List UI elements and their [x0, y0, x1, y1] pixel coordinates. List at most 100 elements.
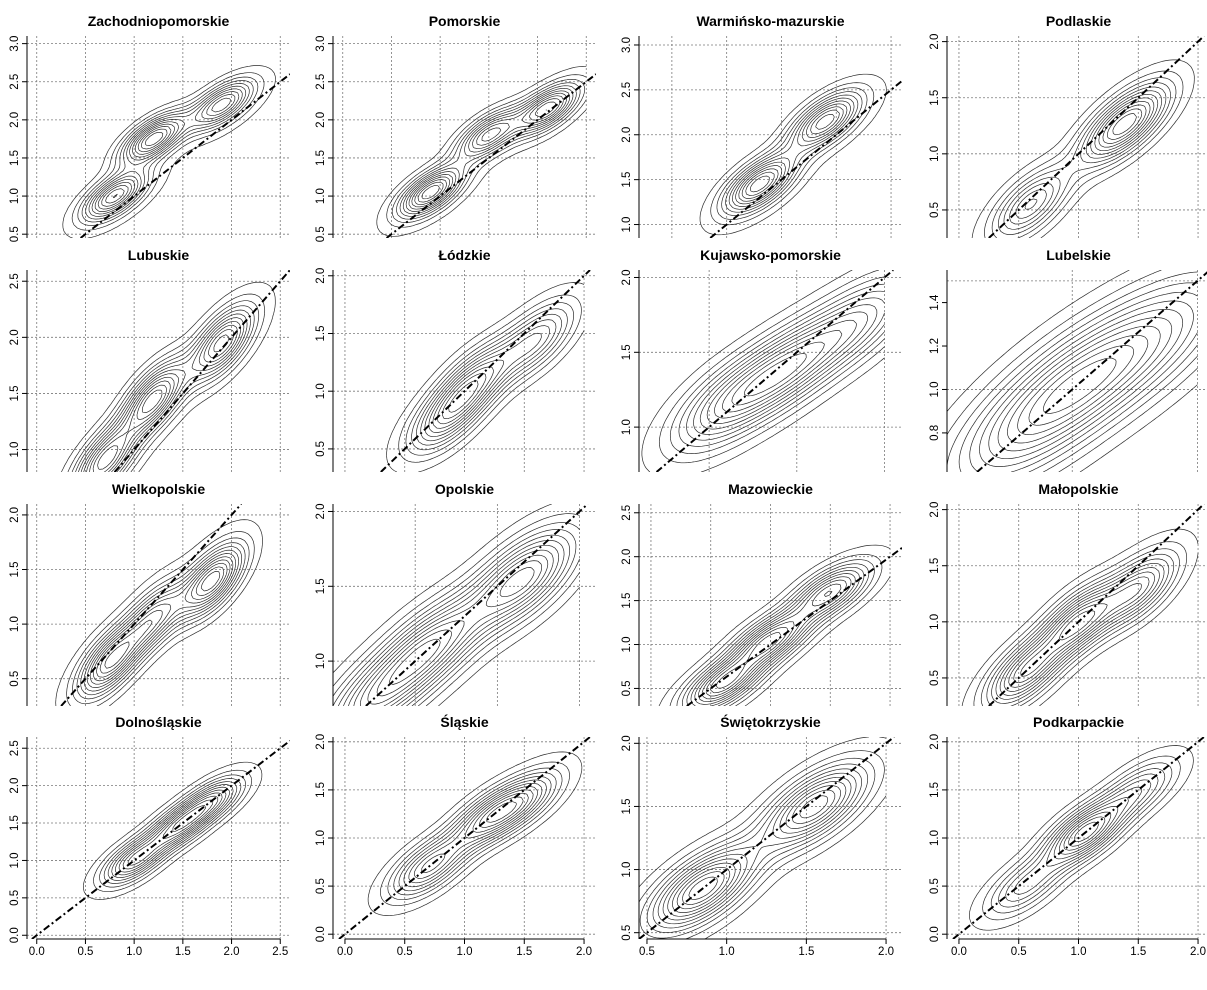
- y-tick-label: 1.5: [315, 782, 327, 798]
- x-tick-label: 2.5: [272, 946, 288, 958]
- reference-diagonal: [60, 504, 243, 706]
- y-tick-label: 0.0: [315, 926, 327, 942]
- panel-title: Małopolskie: [1038, 481, 1118, 497]
- y-tick-label: 1.4: [929, 294, 941, 311]
- x-tick-label: 0.5: [639, 946, 655, 958]
- y-tick-label: 1.0: [929, 381, 941, 397]
- x-tick-label: 2.0: [576, 946, 592, 958]
- y-tick-label: 0.5: [315, 441, 327, 457]
- density-contour-lines: [658, 544, 891, 706]
- y-tick-label: 2.5: [9, 74, 21, 90]
- y-tick-label: 1.0: [9, 852, 21, 868]
- panel-zachodniopomorskie: Zachodniopomorskie 0.5 1.0 1.5 2.0 2.5 3.0: [9, 13, 290, 242]
- reference-diagonal: [709, 80, 902, 238]
- x-tick-label: 1.0: [1071, 946, 1087, 958]
- reference-diagonal: [365, 504, 589, 706]
- panel-podlaskie: Podlaskie 0.5 1.0 1.5 2.0: [929, 13, 1207, 238]
- y-tick-label: 1.5: [621, 798, 633, 814]
- reference-diagonal: [79, 73, 290, 238]
- y-tick-label: 2.0: [929, 34, 941, 50]
- y-tick-label: 1.0: [929, 830, 941, 846]
- reference-diagonal: [686, 547, 902, 706]
- y-tick-label: 3.0: [621, 37, 633, 53]
- y-tick-label: 1.5: [315, 150, 327, 166]
- panel-title: Łódzkie: [438, 247, 490, 263]
- y-tick-label: 0.5: [315, 878, 327, 894]
- y-tick-label: 2.0: [9, 329, 21, 345]
- panel-wielkopolskie: Wielkopolskie 0.5 1.0 1.5 2.0: [9, 481, 290, 706]
- y-tick-label: 2.0: [621, 549, 633, 565]
- panel-title: Śląskie: [440, 713, 488, 730]
- y-tick-label: 2.0: [929, 734, 941, 750]
- x-tick-label: 0.5: [397, 946, 413, 958]
- y-tick-label: 1.5: [9, 385, 21, 401]
- y-tick-label: 0.8: [929, 425, 941, 441]
- panel-lubuskie: Lubuskie 1.0 1.5 2.0 2.5: [9, 247, 290, 472]
- y-tick-label: 1.0: [9, 442, 21, 458]
- panel-łódzkie: Łódzkie 0.5 1.0 1.5 2.0: [315, 247, 596, 472]
- y-tick-label: 1.0: [621, 419, 633, 435]
- plot-area: [947, 270, 1207, 472]
- y-tick-label: 1.5: [929, 558, 941, 574]
- panel-małopolskie: Małopolskie 0.5 1.0 1.5 2.0: [929, 481, 1207, 706]
- panel-śląskie: Śląskie 0.0 0.5 1.0 1.5 2.0 0.0 0.5 1.0 1.5 2.0: [315, 713, 596, 958]
- y-tick-label: 2.0: [9, 507, 21, 523]
- y-tick-label: 0.5: [315, 226, 327, 242]
- panel-świętokrzyskie: Świętokrzyskie 0.5 1.0 1.5 2.0 0.5 1.0 1.5 2.0: [621, 713, 902, 958]
- density-contour-lines: [83, 761, 263, 900]
- panel-title: Podlaskie: [1046, 13, 1112, 29]
- y-tick-label: 2.0: [315, 734, 327, 750]
- y-tick-label: 1.5: [9, 150, 21, 166]
- y-tick-label: 1.0: [315, 383, 327, 399]
- reference-diagonal: [31, 739, 290, 939]
- plot-area: [27, 737, 290, 939]
- panel-kujawsko-pomorskie: Kujawsko-pomorskie 1.0 1.5 2.0: [621, 247, 902, 472]
- density-contour-lines: [971, 59, 1195, 238]
- y-tick-label: 1.5: [9, 815, 21, 831]
- panel-podkarpackie: Podkarpackie 0.0 0.5 1.0 1.5 2.0 0.0 0.5 1.0 1.5 2…: [929, 714, 1207, 958]
- y-tick-label: 2.0: [929, 502, 941, 518]
- y-tick-label: 2.5: [9, 273, 21, 289]
- density-contour-lines: [62, 65, 276, 238]
- plot-area: [27, 270, 290, 472]
- plot-area: [333, 737, 596, 939]
- x-tick-label: 0.0: [337, 946, 353, 958]
- panel-title: Warmińsko-mazurskie: [696, 13, 844, 29]
- plot-area: [947, 504, 1207, 706]
- x-tick-label: 0.0: [951, 946, 967, 958]
- y-tick-label: 0.0: [9, 927, 21, 943]
- y-tick-label: 1.5: [315, 578, 327, 594]
- panel-title: Podkarpackie: [1033, 714, 1124, 730]
- reference-diagonal: [639, 737, 895, 939]
- y-tick-label: 2.0: [9, 778, 21, 794]
- y-tick-label: 1.0: [9, 188, 21, 204]
- plot-area: [333, 504, 596, 706]
- density-contour-lines: [333, 504, 580, 706]
- y-tick-label: 1.5: [9, 562, 21, 578]
- y-tick-label: 1.0: [621, 637, 633, 653]
- y-tick-label: 1.0: [621, 217, 633, 233]
- plot-area: [639, 504, 902, 706]
- y-tick-label: 1.0: [9, 616, 21, 632]
- panel-warmińsko-mazurskie: Warmińsko-mazurskie 1.0 1.5 2.0 2.5 3.0: [621, 13, 902, 238]
- y-tick-label: 0.5: [9, 890, 21, 906]
- plot-area: [947, 36, 1207, 238]
- y-tick-label: 1.5: [315, 325, 327, 341]
- y-tick-label: 2.0: [621, 735, 633, 751]
- y-tick-label: 1.0: [621, 862, 633, 878]
- y-tick-label: 1.5: [621, 593, 633, 609]
- density-contour-lines: [699, 73, 887, 236]
- reference-diagonal: [380, 270, 591, 472]
- density-contour-lines: [641, 270, 885, 472]
- panel-title: Pomorskie: [429, 13, 501, 29]
- y-tick-label: 0.5: [9, 226, 21, 242]
- panel-title: Lubelskie: [1046, 247, 1111, 263]
- panel-opolskie: Opolskie 1.0 1.5 2.0: [315, 481, 596, 706]
- y-tick-label: 0.5: [621, 680, 633, 696]
- x-tick-label: 1.0: [719, 946, 735, 958]
- y-tick-label: 0.5: [9, 671, 21, 687]
- y-tick-label: 2.0: [9, 112, 21, 128]
- y-tick-label: 2.5: [621, 82, 633, 98]
- x-tick-label: 2.0: [878, 946, 894, 958]
